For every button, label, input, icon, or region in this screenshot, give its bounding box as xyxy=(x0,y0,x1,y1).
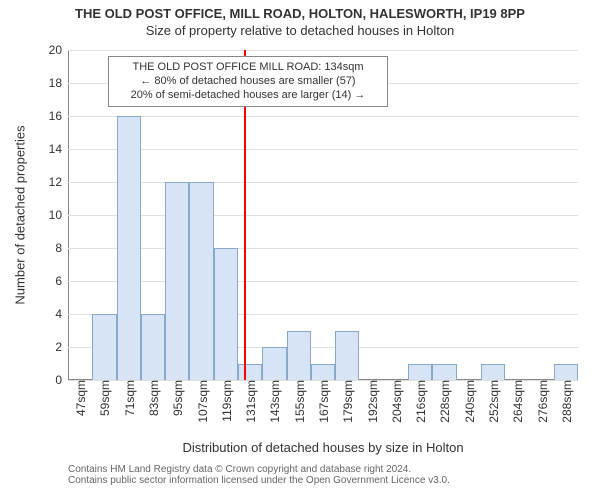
histogram-bar xyxy=(262,347,286,380)
annotation-line: 20% of semi-detached houses are larger (… xyxy=(117,89,379,103)
histogram-bar xyxy=(189,182,213,380)
xtick-label: 59sqm xyxy=(96,380,112,416)
ytick-label: 0 xyxy=(55,373,68,387)
histogram-bar xyxy=(165,182,189,380)
chart-container: THE OLD POST OFFICE, MILL ROAD, HOLTON, … xyxy=(0,0,600,500)
histogram-bar xyxy=(408,364,432,381)
gridline-h xyxy=(68,248,578,249)
ytick-label: 2 xyxy=(55,340,68,354)
gridline-h xyxy=(68,215,578,216)
xtick-label: 288sqm xyxy=(558,380,574,423)
gridline-h xyxy=(68,281,578,282)
histogram-bar xyxy=(432,364,456,381)
xtick-label: 71sqm xyxy=(121,380,137,416)
xtick-label: 240sqm xyxy=(461,380,477,423)
ytick-label: 10 xyxy=(49,208,68,222)
histogram-bar xyxy=(238,364,262,381)
footnote: Contains HM Land Registry data © Crown c… xyxy=(68,464,450,486)
footnote-line-2: Contains public sector information licen… xyxy=(68,475,450,486)
xtick-label: 119sqm xyxy=(218,380,234,422)
annotation-line: THE OLD POST OFFICE MILL ROAD: 134sqm xyxy=(117,61,379,75)
xtick-label: 143sqm xyxy=(266,380,282,423)
xtick-label: 204sqm xyxy=(388,380,404,423)
xtick-label: 83sqm xyxy=(145,380,161,416)
xtick-label: 131sqm xyxy=(242,380,258,423)
xtick-label: 167sqm xyxy=(315,380,331,423)
histogram-bar xyxy=(554,364,578,381)
xtick-label: 107sqm xyxy=(194,380,210,423)
gridline-h xyxy=(68,50,578,51)
ytick-label: 18 xyxy=(49,76,68,90)
histogram-bar xyxy=(335,331,359,381)
xtick-label: 276sqm xyxy=(534,380,550,423)
histogram-bar xyxy=(141,314,165,380)
ytick-label: 12 xyxy=(49,175,68,189)
annotation-line: ← 80% of detached houses are smaller (57… xyxy=(117,75,379,89)
histogram-bar xyxy=(481,364,505,381)
xtick-label: 192sqm xyxy=(364,380,380,423)
histogram-bar xyxy=(287,331,311,381)
ytick-label: 16 xyxy=(49,109,68,123)
xtick-label: 228sqm xyxy=(436,380,452,423)
xtick-label: 155sqm xyxy=(291,380,307,423)
ytick-label: 8 xyxy=(55,241,68,255)
histogram-bar xyxy=(311,364,335,381)
xtick-label: 47sqm xyxy=(72,380,88,416)
y-axis-title: Number of detached properties xyxy=(13,125,28,304)
histogram-bar xyxy=(117,116,141,380)
gridline-h xyxy=(68,182,578,183)
xtick-label: 179sqm xyxy=(339,380,355,423)
gridline-h xyxy=(68,116,578,117)
annotation-box: THE OLD POST OFFICE MILL ROAD: 134sqm← 8… xyxy=(108,56,388,107)
xtick-label: 252sqm xyxy=(485,380,501,423)
xtick-label: 95sqm xyxy=(169,380,185,416)
ytick-label: 14 xyxy=(49,142,68,156)
ytick-label: 4 xyxy=(55,307,68,321)
histogram-bar xyxy=(92,314,116,380)
gridline-h xyxy=(68,149,578,150)
ytick-label: 6 xyxy=(55,274,68,288)
footnote-line-1: Contains HM Land Registry data © Crown c… xyxy=(68,464,450,475)
xtick-label: 264sqm xyxy=(509,380,525,423)
xtick-label: 216sqm xyxy=(412,380,428,423)
ytick-label: 20 xyxy=(49,43,68,57)
page-subtitle: Size of property relative to detached ho… xyxy=(0,23,600,38)
histogram-bar xyxy=(214,248,238,380)
page-title: THE OLD POST OFFICE, MILL ROAD, HOLTON, … xyxy=(0,6,600,21)
x-axis-title: Distribution of detached houses by size … xyxy=(182,440,463,455)
